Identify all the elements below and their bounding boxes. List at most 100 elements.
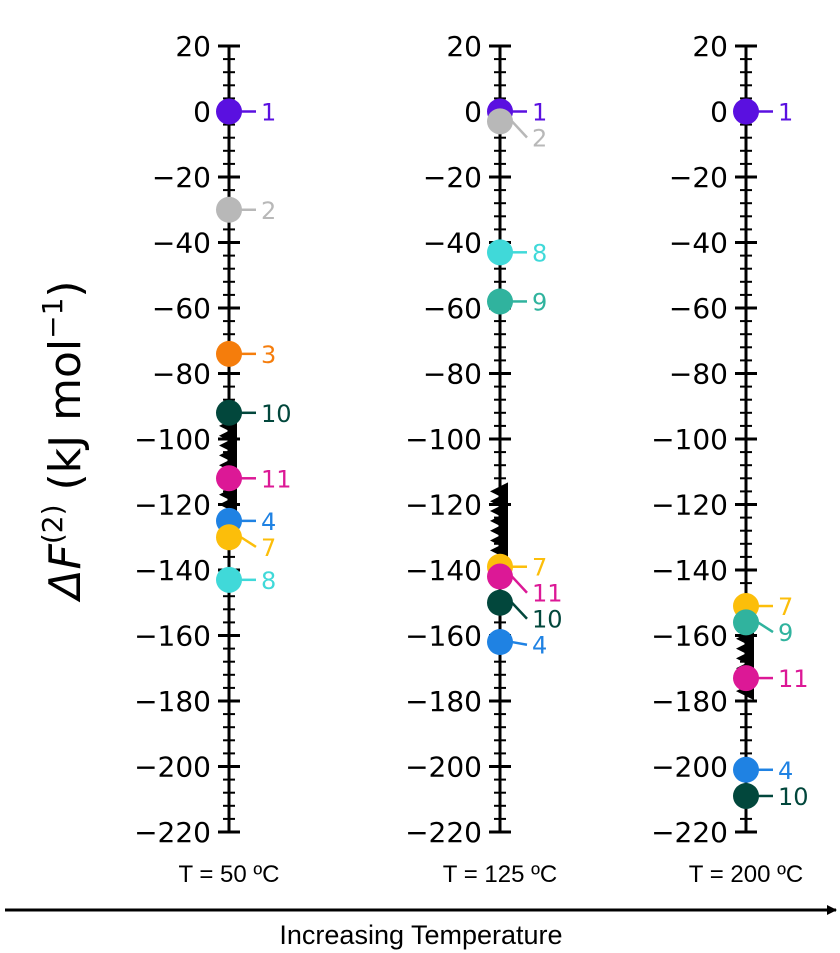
y-tick-label: −180 — [651, 685, 728, 718]
y-tick-label: −100 — [405, 423, 482, 456]
y-axis-label-superscript: (2) — [36, 504, 69, 544]
data-label-2: 2 — [261, 197, 276, 225]
y-tick-label: −140 — [405, 554, 482, 587]
y-tick-label: −60 — [423, 292, 482, 325]
data-label-10: 10 — [778, 783, 809, 811]
data-point-2 — [216, 196, 242, 223]
y-tick-label: −140 — [651, 554, 728, 587]
y-tick-label: 20 — [692, 30, 728, 63]
data-label-11: 11 — [261, 465, 292, 493]
label-leader — [511, 575, 528, 594]
y-tick-label: −120 — [405, 489, 482, 522]
data-label-9: 9 — [532, 288, 547, 316]
data-label-7: 7 — [261, 534, 276, 562]
data-point-11 — [733, 665, 759, 692]
data-point-4 — [733, 756, 759, 783]
temperature-label: T = 125 ºC — [443, 861, 557, 888]
data-label-7: 7 — [532, 554, 547, 582]
data-label-7: 7 — [778, 593, 793, 621]
y-tick-label: −200 — [651, 751, 728, 784]
panel-1: 20 0 −20 −40 −60 −80 −100 −120 −140 −160 −180 −200 −… — [134, 30, 291, 888]
svg-text:ΔF(2) (kJ mol−1): ΔF(2) (kJ mol−1) — [36, 280, 91, 602]
y-tick-label: −80 — [669, 358, 728, 391]
y-tick-label: −20 — [423, 161, 482, 194]
y-tick-label: −220 — [405, 816, 482, 849]
y-axis-label-unit-power: −1 — [36, 298, 69, 339]
y-tick-label: −40 — [669, 227, 728, 260]
data-point-10 — [487, 589, 513, 616]
y-tick-label: −180 — [405, 685, 482, 718]
data-point-2 — [487, 108, 513, 135]
data-point-4 — [487, 629, 513, 656]
y-axis-label-close: ) — [40, 280, 91, 297]
label-leader — [240, 536, 257, 548]
data-point-11 — [216, 465, 242, 492]
panel-2: 20 0 −20 −40 −60 −80 −100 −120 −140 −160 −180 −200 −… — [405, 30, 562, 888]
label-leader — [757, 621, 774, 634]
y-axis-label-symbol: ΔF — [40, 543, 91, 602]
data-point-9 — [487, 288, 513, 315]
data-label-3: 3 — [261, 341, 276, 369]
y-tick-label: 0 — [710, 96, 728, 129]
y-tick-label: −180 — [134, 685, 211, 718]
data-point-8 — [487, 239, 513, 266]
data-point-11 — [487, 563, 513, 590]
y-tick-label: −40 — [423, 227, 482, 260]
y-tick-label: −200 — [405, 751, 482, 784]
y-tick-label: −120 — [134, 489, 211, 522]
y-tick-label: −40 — [152, 227, 211, 260]
data-label-4: 4 — [532, 632, 547, 660]
data-label-10: 10 — [261, 400, 292, 428]
data-label-4: 4 — [778, 757, 793, 785]
y-tick-label: −60 — [152, 292, 211, 325]
data-label-8: 8 — [532, 239, 547, 267]
data-label-10: 10 — [532, 606, 563, 634]
y-tick-label: −20 — [669, 161, 728, 194]
temperature-label: T = 50 ºC — [178, 861, 279, 888]
y-tick-label: −220 — [134, 816, 211, 849]
y-tick-label: −140 — [134, 554, 211, 587]
y-tick-label: −160 — [651, 620, 728, 653]
y-tick-label: −20 — [152, 161, 211, 194]
data-point-1 — [733, 98, 759, 125]
y-tick-label: −220 — [651, 816, 728, 849]
y-tick-label: 20 — [175, 30, 211, 63]
data-point-10 — [733, 782, 759, 809]
data-label-9: 9 — [778, 619, 793, 647]
y-tick-label: −80 — [423, 358, 482, 391]
data-point-1 — [216, 98, 242, 125]
x-axis-label: Increasing Temperature — [279, 920, 562, 950]
y-tick-label: −100 — [134, 423, 211, 456]
panels-group: 200−20−40−60−80−100−120−140−160−180−200−… — [134, 30, 808, 888]
data-label-1: 1 — [532, 99, 547, 127]
data-label-2: 2 — [532, 125, 547, 153]
data-label-4: 4 — [261, 508, 276, 536]
data-label-11: 11 — [532, 580, 563, 608]
y-tick-label: −80 — [152, 358, 211, 391]
data-point-9 — [733, 609, 759, 636]
panel-3: 20 0 −20 −40 −60 −80 −100 −120 −140 −160 −180 −200 −… — [651, 30, 808, 888]
data-point-3 — [216, 340, 242, 367]
data-point-8 — [216, 566, 242, 593]
y-tick-label: −160 — [134, 620, 211, 653]
label-leader — [511, 640, 528, 646]
y-tick-label: 0 — [464, 96, 482, 129]
y-axis-label: ΔF(2) (kJ mol−1) — [36, 280, 91, 602]
y-tick-label: −120 — [651, 489, 728, 522]
y-tick-label: −200 — [134, 751, 211, 784]
y-tick-label: −60 — [669, 292, 728, 325]
y-tick-label: 0 — [193, 96, 211, 129]
y-tick-label: 20 — [446, 30, 482, 63]
data-label-1: 1 — [778, 99, 793, 127]
data-label-11: 11 — [778, 665, 809, 693]
y-axis-label-units: (kJ mol — [40, 339, 91, 491]
label-leader — [511, 601, 528, 620]
data-point-10 — [216, 399, 242, 426]
temperature-label: T = 200 ºC — [689, 861, 803, 888]
label-leader — [511, 120, 528, 139]
data-label-1: 1 — [261, 99, 276, 127]
data-label-8: 8 — [261, 567, 276, 595]
data-point-7 — [216, 524, 242, 551]
y-tick-label: −160 — [405, 620, 482, 653]
